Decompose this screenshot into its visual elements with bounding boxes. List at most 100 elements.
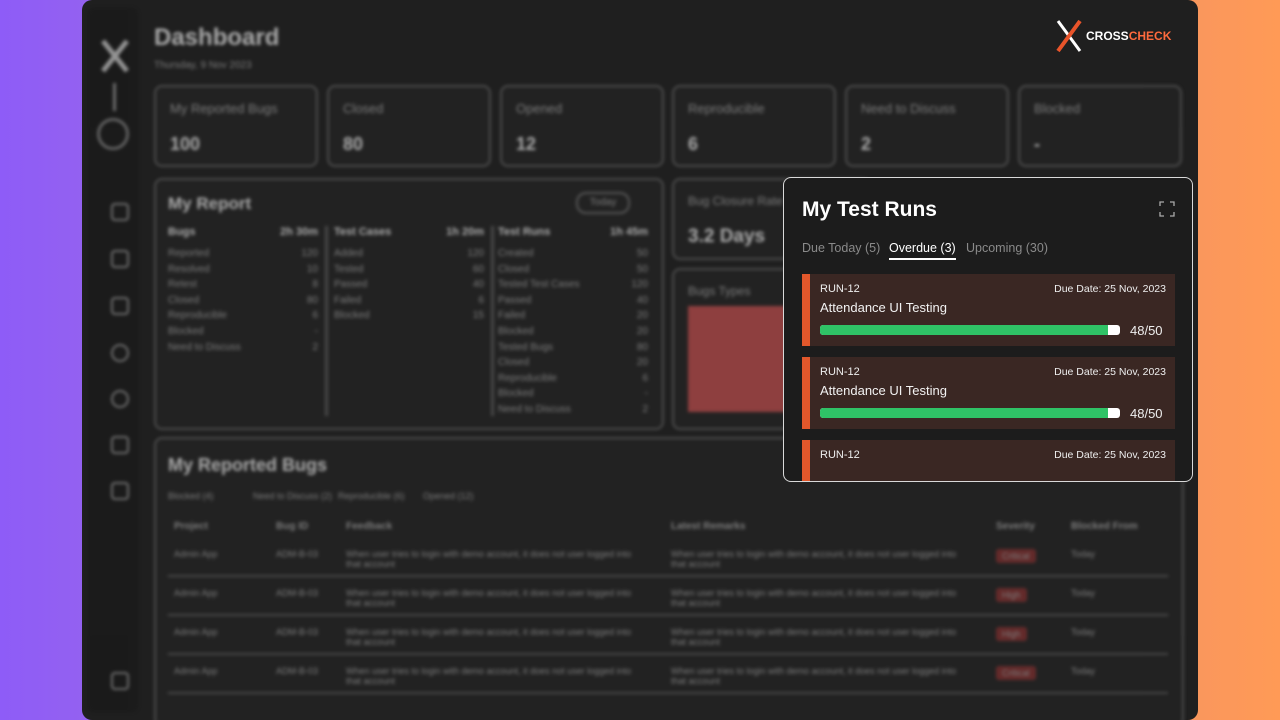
table-cell: High	[996, 588, 1027, 602]
row-value: 2	[312, 341, 318, 353]
table-cell: Today	[1071, 627, 1096, 637]
run-card[interactable]: RUN-12 Due Date: 25 Nov, 2023 Attendance U…	[802, 274, 1175, 346]
run-id: RUN-12	[820, 283, 860, 295]
row-value: 80	[306, 294, 318, 306]
table-cell: When user tries to login with demo accou…	[346, 588, 632, 608]
table-cell: Admin App	[174, 549, 218, 559]
column-time: 1h 45m	[610, 226, 648, 238]
table-cell: High	[996, 627, 1027, 641]
stat-label: Closed	[343, 101, 384, 116]
bugs-tab[interactable]: Opened (12)	[423, 491, 474, 501]
bugs-tab[interactable]: Need to Discuss (2)	[253, 491, 333, 501]
row-value: 20	[636, 310, 648, 322]
table-cell: Today	[1071, 666, 1096, 676]
row-label: Blocked	[334, 310, 370, 322]
row-value: 15	[472, 310, 484, 322]
progress-fill	[820, 325, 1108, 335]
table-header: Blocked From	[1071, 521, 1138, 532]
nav-reports[interactable]	[111, 436, 129, 454]
run-due: Due Date: 25 Nov, 2023	[1054, 366, 1166, 378]
page-title: Dashboard	[154, 24, 280, 51]
dashboard-background: Dashboard Thursday, 9 Nov 2023 My Report…	[82, 0, 1198, 720]
stat-value: 100	[170, 134, 201, 154]
panel-title: My Test Runs	[802, 198, 937, 221]
row-label: Tested Test Cases	[498, 279, 580, 291]
column-divider	[325, 226, 328, 416]
types-treemap	[688, 306, 788, 412]
bugs-card: My Reported Bugs Blocked (4) Need to Disc…	[154, 437, 1184, 720]
row-divider	[168, 692, 1168, 694]
row-label: Tested	[334, 263, 364, 275]
row-value: 120	[631, 279, 648, 291]
progress-fill	[820, 408, 1108, 418]
avatar[interactable]	[97, 118, 129, 150]
row-divider	[168, 614, 1168, 616]
app-window: Dashboard Thursday, 9 Nov 2023 My Report…	[82, 0, 1198, 720]
nav-settings[interactable]	[111, 390, 129, 408]
row-label: Failed	[498, 310, 526, 322]
bugs-tab[interactable]: Reproducible (6)	[338, 491, 405, 501]
run-id: RUN-12	[820, 366, 860, 378]
table-cell: Admin App	[174, 666, 218, 676]
row-label: Blocked	[168, 326, 204, 337]
row-value: 80	[636, 341, 648, 353]
page-date: Thursday, 9 Nov 2023	[154, 60, 252, 71]
table-cell: ADM-B-03	[276, 627, 319, 637]
row-value: 2	[642, 404, 648, 415]
expand-icon[interactable]	[1159, 201, 1175, 217]
row-value: -	[314, 326, 318, 337]
row-label: Reproducible	[498, 372, 557, 384]
brand: CROSSCHECK	[1054, 19, 1171, 53]
progress-track	[820, 325, 1120, 335]
bugs-title: My Reported Bugs	[168, 455, 328, 475]
run-due: Due Date: 25 Nov, 2023	[1054, 283, 1166, 295]
nav-home[interactable]	[111, 203, 129, 221]
stat-value: 80	[343, 134, 364, 154]
row-label: Reported	[168, 248, 210, 259]
row-value: 10	[306, 263, 318, 275]
table-cell: When user tries to login with demo accou…	[671, 666, 957, 686]
table-cell: Today	[1071, 588, 1096, 598]
row-value: 8	[312, 279, 318, 291]
bugs-tab[interactable]: Blocked (4)	[168, 491, 214, 501]
row-value: 20	[636, 326, 648, 337]
brand-name: CROSSCHECK	[1086, 29, 1171, 43]
row-label: Passed	[498, 294, 532, 306]
row-value: 20	[636, 357, 648, 369]
tab[interactable]: Due Today (5)	[802, 241, 881, 255]
test-runs-panel: My Test Runs Due Today (5) Overdue (3) Upc…	[783, 177, 1193, 482]
brand-part: CROSS	[1086, 29, 1129, 43]
row-label: Reproducible	[168, 310, 227, 322]
tab[interactable]: Upcoming (30)	[966, 241, 1048, 255]
nav-logout[interactable]	[111, 672, 129, 690]
row-label: Need to Discuss	[498, 404, 571, 415]
types-title: Bugs Types	[688, 284, 751, 298]
brand-part: CHECK	[1128, 29, 1172, 43]
row-value: 6	[312, 310, 318, 322]
stat-card: Reproducible 6	[672, 85, 836, 167]
nav-docs[interactable]	[111, 482, 129, 500]
stat-value: 12	[516, 134, 537, 154]
row-value: 6	[642, 372, 648, 384]
table-cell: When user tries to login with demo accou…	[671, 549, 957, 569]
tab[interactable]: Overdue (3)	[889, 241, 956, 260]
table-cell: Critical	[996, 549, 1036, 563]
table-cell: Admin App	[174, 627, 218, 637]
stat-value: -	[1034, 134, 1040, 154]
closure-title: Bug Closure Rate	[688, 194, 783, 208]
nav-time[interactable]	[111, 344, 129, 362]
row-label: Closed	[498, 357, 530, 369]
report-filter[interactable]: Today	[576, 192, 630, 214]
row-label: Blocked	[498, 388, 534, 400]
table-cell: When user tries to login with demo accou…	[671, 588, 957, 608]
row-label: Tested Bugs	[498, 341, 554, 353]
table-header: Latest Remarks	[671, 521, 746, 532]
nav-edit[interactable]	[111, 297, 129, 315]
row-value: 120	[467, 248, 484, 259]
table-cell: ADM-B-03	[276, 549, 319, 559]
run-card[interactable]: RUN-12 Due Date: 25 Nov, 2023 Attendance U…	[802, 357, 1175, 429]
run-card[interactable]: RUN-12 Due Date: 25 Nov, 2023	[802, 440, 1175, 481]
table-cell: ADM-B-03	[276, 588, 319, 598]
row-value: 40	[636, 294, 648, 306]
nav-projects[interactable]	[111, 250, 129, 268]
